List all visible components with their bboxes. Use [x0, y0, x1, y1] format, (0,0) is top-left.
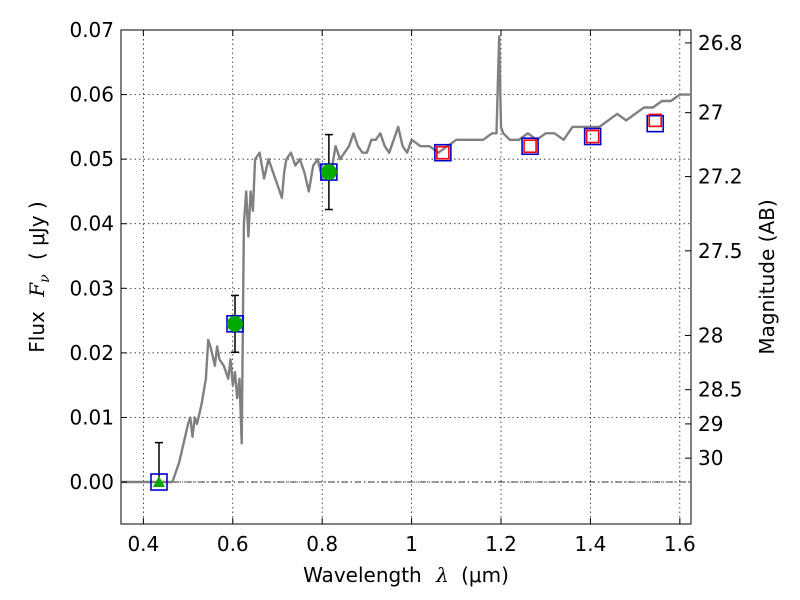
- x-axis-label-text: Wavelength: [303, 563, 422, 587]
- upper-limit-triangle: [153, 476, 165, 488]
- right-tick-label: 29: [698, 412, 723, 436]
- x-axis-label: Wavelength λ (μm): [303, 563, 509, 587]
- y-axis-label-unit: ( μJy ): [25, 201, 49, 260]
- grid: [121, 29, 691, 524]
- y-tick-label: 0.01: [69, 405, 114, 429]
- model-photometry-square: [150, 473, 168, 491]
- detection-point: [320, 164, 337, 181]
- nir-observation-square: [648, 113, 663, 128]
- y-tick-label: 0.05: [69, 147, 114, 171]
- right-tick-label: 28: [698, 323, 723, 347]
- x-tick-label: 1.6: [664, 532, 696, 556]
- right-tick-label: 27.5: [698, 239, 743, 263]
- detection-point: [227, 315, 243, 332]
- y-tick-label: 0.03: [69, 276, 114, 300]
- right-tick-label: 30: [698, 446, 723, 470]
- model-photometry-square: [521, 137, 539, 156]
- y-axis-label-left: Flux Fν ( μJy ): [25, 201, 54, 352]
- x-tick-label: 0.4: [127, 532, 159, 556]
- nir-observation-square: [523, 139, 537, 154]
- y-axis-label-right: Magnitude (AB): [755, 199, 779, 354]
- right-tick-label: 26.8: [698, 31, 743, 55]
- y-tick-label: 0.06: [69, 83, 114, 107]
- y-axis-label-symbol: F: [25, 282, 49, 298]
- right-tick-label: 27: [698, 101, 723, 125]
- data-layer: [121, 35, 691, 491]
- x-tick-label: 0.8: [306, 532, 338, 556]
- nir-observation-square: [436, 145, 450, 160]
- right-tick-label: 27.2: [698, 165, 743, 189]
- model-photometry-square: [646, 114, 665, 133]
- model-photometry-square: [583, 127, 602, 146]
- x-axis-label-symbol: λ: [435, 563, 449, 587]
- y-tick-label: 0.02: [69, 341, 114, 365]
- y-tick-label: 0.07: [69, 18, 114, 42]
- x-tick-label: 0.6: [217, 532, 249, 556]
- x-tick-label: 1.2: [485, 532, 517, 556]
- model-photometry-square: [434, 143, 452, 162]
- y-axis-label-text: Flux: [25, 311, 49, 353]
- x-tick-label: 1: [405, 532, 418, 556]
- y-tick-label: 0.04: [69, 212, 114, 236]
- right-tick-label: 28.5: [698, 378, 743, 402]
- nir-observation-square: [585, 129, 600, 144]
- x-tick-label: 1.4: [575, 532, 607, 556]
- y-tick-label: 0.00: [69, 470, 114, 494]
- plot-frame: [120, 29, 692, 525]
- x-axis-label-unit: (μm): [461, 563, 509, 587]
- axes: 0.4 0.6 0.8 1 1.2 1.4 1.6 0.00 0.01 0.02 0.03 0.04 0…: [69, 18, 742, 556]
- y-axis-label-subscript: ν: [37, 274, 53, 283]
